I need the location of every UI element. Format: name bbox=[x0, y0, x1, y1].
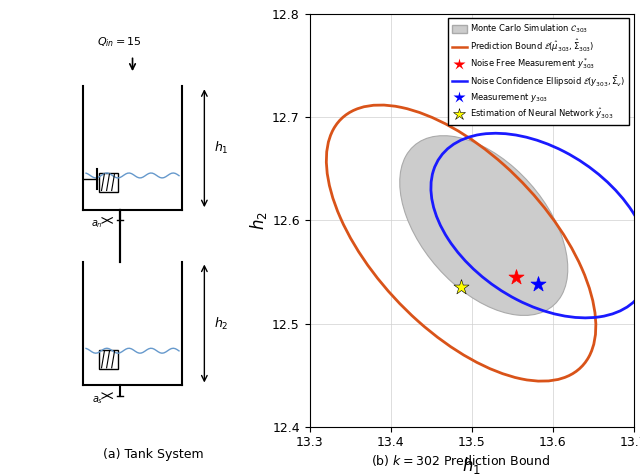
Y-axis label: $h_2$: $h_2$ bbox=[248, 211, 269, 230]
Text: (a) Tank System: (a) Tank System bbox=[103, 447, 204, 461]
FancyBboxPatch shape bbox=[99, 350, 118, 369]
Point bbox=[533, 281, 543, 288]
Text: $a_n$: $a_n$ bbox=[92, 219, 103, 230]
Text: $h_2$: $h_2$ bbox=[214, 316, 228, 331]
Ellipse shape bbox=[400, 136, 568, 315]
X-axis label: $h_1$: $h_1$ bbox=[462, 455, 481, 474]
Text: $h_1$: $h_1$ bbox=[214, 140, 229, 156]
FancyBboxPatch shape bbox=[99, 173, 118, 191]
Text: $a_s$: $a_s$ bbox=[92, 394, 103, 406]
Text: (b) $k = 302$ Prediction Bound: (b) $k = 302$ Prediction Bound bbox=[371, 453, 550, 467]
Point bbox=[456, 283, 466, 291]
Point bbox=[511, 273, 522, 281]
Text: $Q_{in} = 15$: $Q_{in} = 15$ bbox=[97, 35, 142, 49]
Legend: Monte Carlo Simulation $\mathcal{C}_{303}$, Prediction Bound $\mathcal{E}(\hat{\: Monte Carlo Simulation $\mathcal{C}_{303… bbox=[447, 18, 629, 126]
